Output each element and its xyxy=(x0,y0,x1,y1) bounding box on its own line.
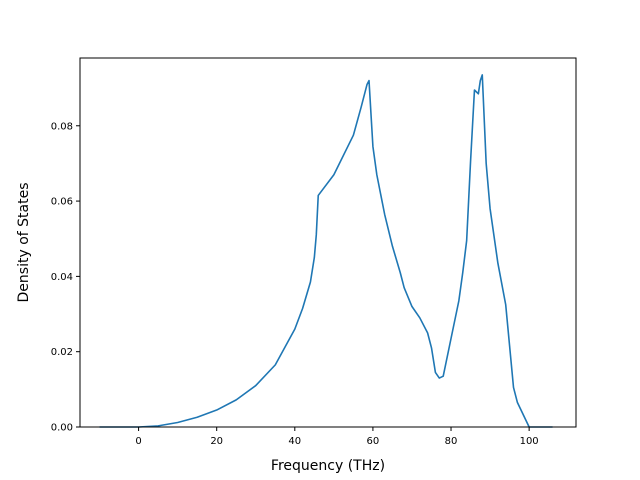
y-tick-label: 0.02 xyxy=(51,347,73,358)
x-tick-label: 20 xyxy=(210,436,223,447)
y-tick-label: 0.06 xyxy=(51,197,73,208)
x-axis: 0 20 40 60 80 100 xyxy=(135,427,539,447)
y-tick-label: 0.04 xyxy=(51,272,73,283)
x-tick-label: 80 xyxy=(445,436,458,447)
plot-area xyxy=(99,74,553,428)
x-axis-label: Frequency (THz) xyxy=(271,458,385,474)
y-axis-label: Density of States xyxy=(16,183,32,303)
y-tick-label: 0.08 xyxy=(51,121,73,132)
axes-frame xyxy=(79,57,577,428)
x-tick-label: 0 xyxy=(135,436,141,447)
dos-series-line xyxy=(99,74,553,428)
x-tick-label: 40 xyxy=(288,436,301,447)
x-tick-label: 60 xyxy=(367,436,380,447)
x-tick-label: 100 xyxy=(520,436,539,447)
y-axis: 0.00 0.02 0.04 0.06 0.08 xyxy=(51,121,80,434)
y-tick-label: 0.00 xyxy=(51,423,73,434)
